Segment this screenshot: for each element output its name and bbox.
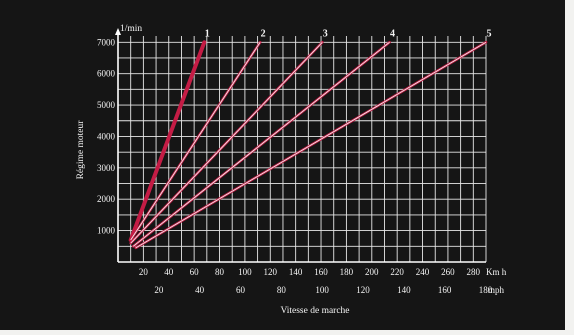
- y-tick-label: 5000: [97, 100, 116, 110]
- gear-2-label: 2: [261, 28, 266, 39]
- x-tick-kmh-label: 80: [215, 267, 225, 277]
- y-tick-label: 7000: [97, 37, 116, 47]
- axes: [115, 28, 486, 263]
- gear-3-label: 3: [323, 28, 328, 39]
- chart-panel: [0, 0, 565, 330]
- y-tick-label: 2000: [97, 194, 116, 204]
- x-tick-kmh-label: 160: [314, 267, 328, 277]
- gear-5-line-inner: [135, 41, 487, 249]
- x-tick-mph-label: 180: [479, 285, 493, 295]
- y-axis-arrow: [115, 28, 121, 35]
- x-tick-mph-label: 100: [315, 285, 329, 295]
- x-tick-mph-label: 80: [277, 285, 287, 295]
- x-tick-kmh-label: 100: [238, 267, 252, 277]
- x-axis-label: Vitesse de marche: [280, 306, 349, 316]
- y-axis-label: Régime moteur: [76, 120, 86, 180]
- y-tick-label: 3000: [97, 163, 116, 173]
- x-tick-kmh-label: 260: [441, 267, 455, 277]
- gear-5-label: 5: [487, 28, 492, 39]
- x-tick-kmh-label: 200: [365, 267, 379, 277]
- x-tick-kmh-label: 20: [139, 267, 149, 277]
- grid: [118, 36, 487, 262]
- x-tick-kmh-label: 220: [390, 267, 404, 277]
- x-tick-mph-label: 140: [397, 285, 411, 295]
- x-unit-kmh: Km h: [486, 267, 507, 277]
- x-tick-mph-label: 160: [438, 285, 452, 295]
- x-tick-kmh-label: 240: [416, 267, 430, 277]
- y-tick-label: 1000: [97, 226, 116, 236]
- gear-1-line-outer: [128, 40, 207, 243]
- x-unit-mph: mph: [488, 285, 505, 295]
- labels: 1/min Régime moteur Vitesse de marche Km…: [76, 24, 507, 316]
- x-tick-kmh-label: 180: [340, 267, 354, 277]
- gear-4-label: 4: [390, 28, 395, 39]
- y-unit-label: 1/min: [120, 24, 142, 34]
- y-tick-label: 4000: [97, 131, 116, 141]
- x-tick-kmh-label: 40: [164, 267, 174, 277]
- y-tick-label: 6000: [97, 69, 116, 79]
- x-tick-kmh-label: 140: [289, 267, 303, 277]
- gear-2-line-inner: [130, 42, 261, 241]
- gear-1-label: 1: [205, 28, 210, 39]
- x-tick-kmh-label: 280: [467, 267, 481, 277]
- x-tick-kmh-label: 60: [190, 267, 200, 277]
- x-tick-mph-label: 60: [236, 285, 246, 295]
- x-tick-kmh-label: 120: [264, 267, 278, 277]
- gear-4-line-inner: [132, 41, 390, 247]
- x-tick-mph-label: 20: [154, 285, 164, 295]
- x-tick-mph-label: 40: [195, 285, 205, 295]
- series-lines: [128, 40, 488, 250]
- x-tick-mph-label: 120: [356, 285, 370, 295]
- gear-3-line-inner: [130, 41, 323, 244]
